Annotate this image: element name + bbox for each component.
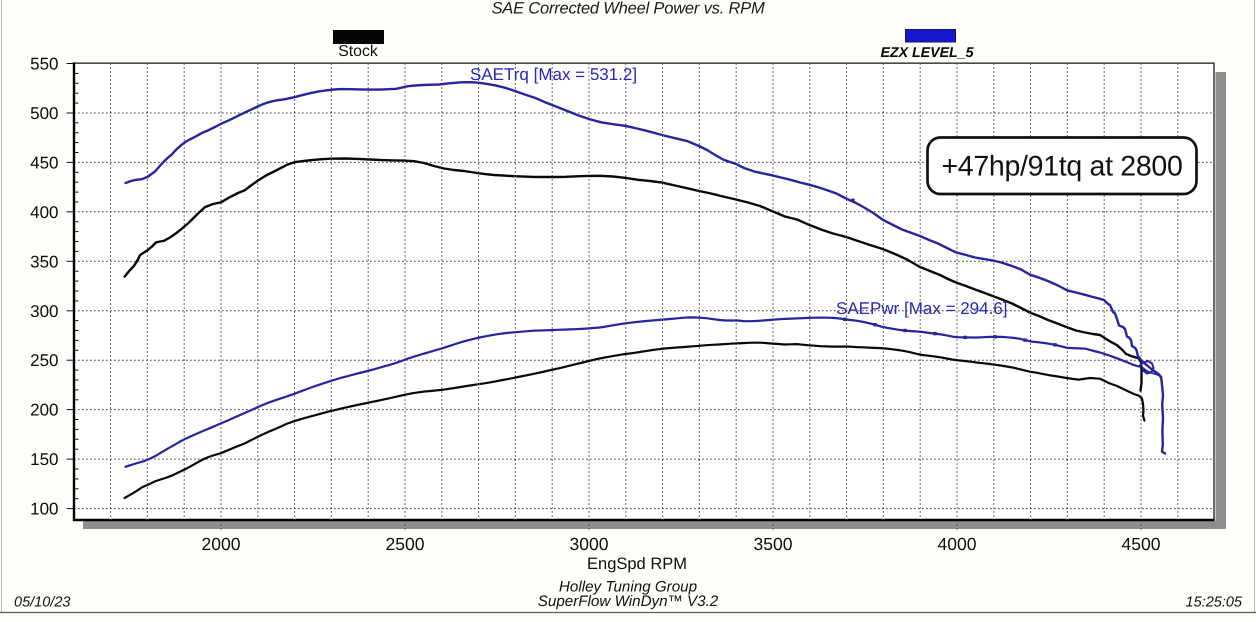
svg-text:+47hp/91tq at 2800: +47hp/91tq at 2800: [941, 151, 1182, 183]
svg-text:100: 100: [30, 500, 58, 519]
svg-text:15:25:05: 15:25:05: [1186, 595, 1243, 611]
svg-text:250: 250: [30, 351, 58, 370]
svg-text:550: 550: [30, 55, 58, 74]
svg-text:3000: 3000: [570, 534, 609, 554]
svg-text:EngSpd RPM: EngSpd RPM: [587, 555, 687, 573]
svg-text:400: 400: [30, 203, 58, 222]
svg-text:Holley Tuning Group: Holley Tuning Group: [559, 579, 697, 596]
svg-text:SAEPwr [Max = 294.6]: SAEPwr [Max = 294.6]: [836, 299, 1008, 318]
svg-text:SAE Corrected Wheel Power vs.: SAE Corrected Wheel Power vs. RPM: [491, 0, 765, 18]
svg-text:4500: 4500: [1122, 534, 1161, 554]
svg-text:2000: 2000: [202, 534, 241, 554]
svg-text:200: 200: [30, 401, 58, 420]
svg-text:SAETrq [Max = 531.2]: SAETrq [Max = 531.2]: [470, 65, 637, 84]
svg-text:2500: 2500: [386, 534, 425, 554]
svg-text:05/10/23: 05/10/23: [14, 595, 70, 611]
svg-text:Stock: Stock: [338, 43, 378, 60]
svg-text:450: 450: [30, 153, 58, 172]
svg-text:4000: 4000: [938, 534, 977, 554]
svg-text:350: 350: [30, 252, 58, 271]
svg-text:150: 150: [30, 450, 58, 469]
svg-text:SuperFlow WinDyn™ V3.2: SuperFlow WinDyn™ V3.2: [538, 593, 719, 610]
svg-text:3500: 3500: [754, 534, 793, 554]
svg-text:EZX LEVEL_5: EZX LEVEL_5: [880, 45, 974, 61]
svg-text:500: 500: [30, 104, 58, 123]
svg-text:300: 300: [30, 302, 58, 321]
